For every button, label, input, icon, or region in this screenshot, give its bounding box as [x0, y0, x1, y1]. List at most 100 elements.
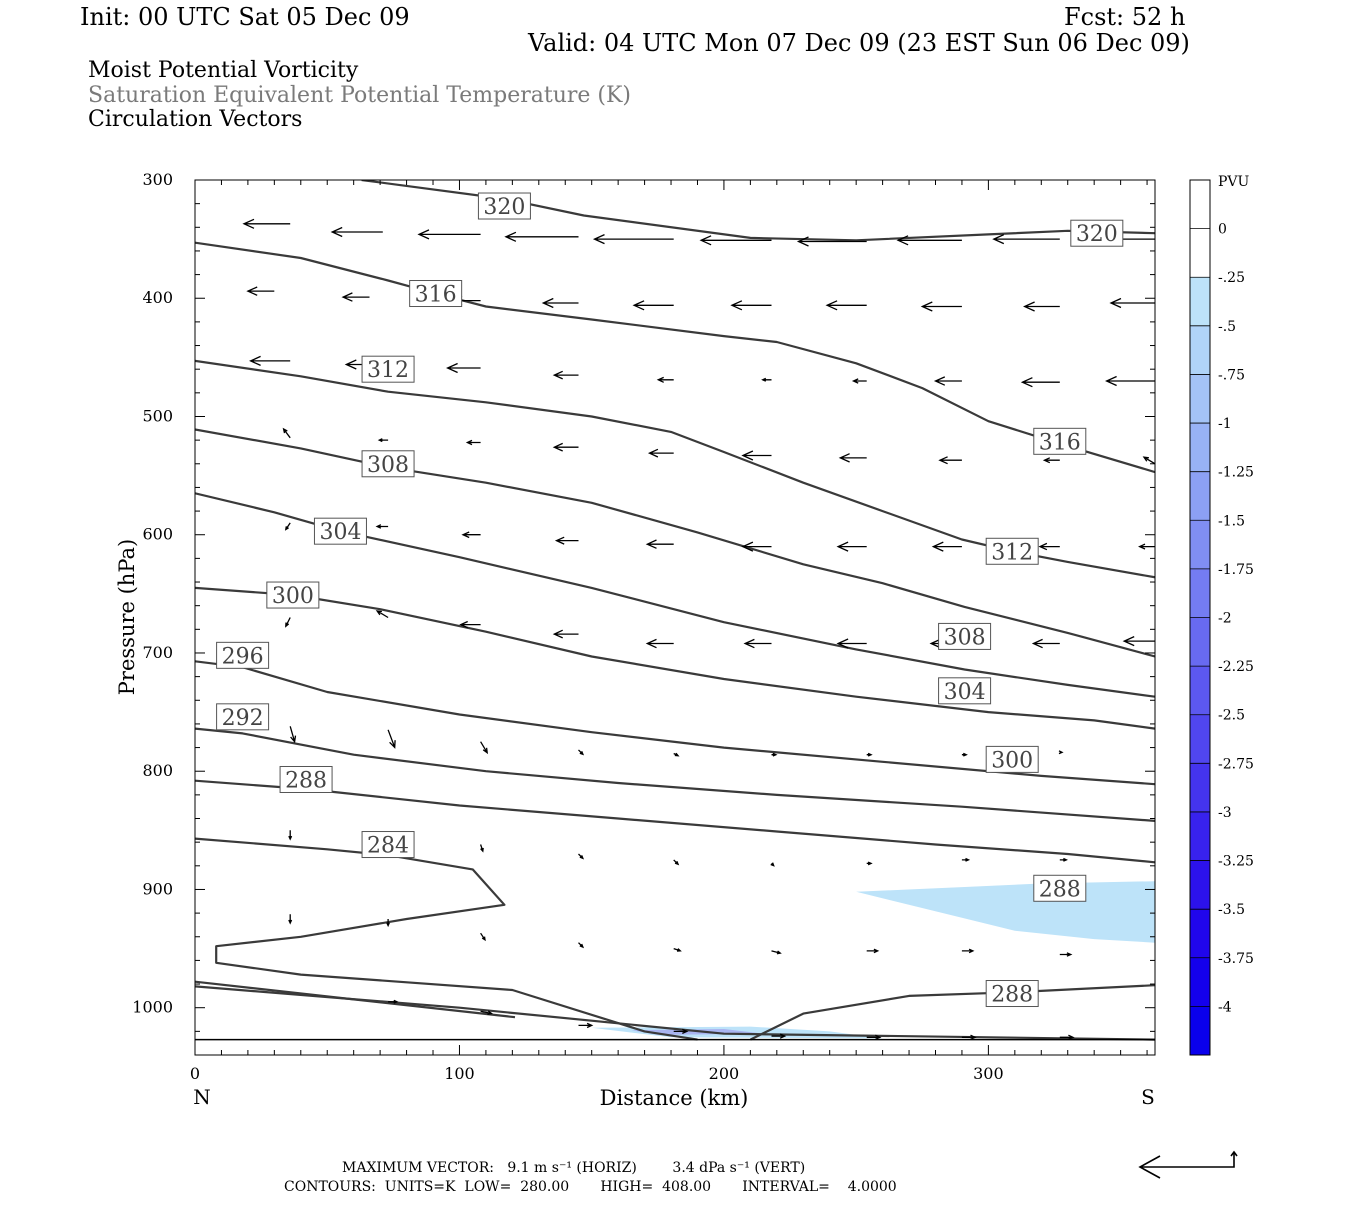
colorbar-tick-label: -2.75 [1218, 756, 1254, 772]
axes: 300 400 500 600 700 800 900 1000 0 100 200 300 [132, 170, 1155, 1083]
circulation-vector [836, 638, 867, 649]
colorbar-tick-label: -3.25 [1218, 854, 1254, 870]
circulation-vector [673, 752, 680, 757]
circulation-vector [578, 749, 585, 756]
reference-vector-tip [1230, 1150, 1238, 1157]
circulation-vector [1058, 750, 1064, 755]
circulation-vector [699, 235, 772, 246]
contour-label-box [313, 517, 367, 545]
circulation-vector [771, 1033, 787, 1039]
contour-label-300: 300 [985, 745, 1039, 773]
circulation-vector [554, 536, 579, 545]
colorbar-tick-label: -3 [1218, 805, 1232, 821]
colorbar-tick-label: -.5 [1218, 319, 1236, 335]
circulation-vector [375, 610, 389, 619]
circulation-vector [465, 439, 481, 446]
contour-line-308-3 [195, 428, 1155, 658]
contour-label-box [1033, 874, 1087, 902]
circulation-vector [461, 531, 481, 539]
colorbar-tick-label: -3.75 [1218, 951, 1254, 967]
colorbar-bin [1190, 568, 1210, 618]
colorbar-tick-label: -1 [1218, 416, 1232, 432]
valid-label: Valid: 04 UTC Mon 07 Dec 09 (23 EST Sun … [527, 29, 1190, 57]
circulation-vector [961, 857, 971, 862]
contour-line-304-4 [195, 492, 1155, 698]
colorbar-bin [1190, 423, 1210, 473]
field-label-mpv: Moist Potential Vorticity [88, 58, 359, 83]
colorbar-bin [1190, 811, 1210, 862]
colorbar-tick-label: -2.5 [1218, 708, 1245, 724]
contour-label-308: 308 [938, 622, 992, 650]
circulation-vector [632, 300, 674, 311]
circulation-vector [446, 362, 481, 374]
field-label-vectors: Circulation Vectors [88, 107, 302, 132]
contour-line-316-1 [195, 241, 1155, 474]
colorbar-tick-label: -.75 [1218, 367, 1245, 383]
contour-label-text: 284 [367, 834, 409, 859]
contour-label-box [938, 622, 992, 650]
contour-label-text: 312 [991, 540, 1033, 565]
contour-label-box [985, 980, 1039, 1008]
colorbar-bin [1190, 957, 1210, 1007]
contour-label-box [409, 280, 463, 308]
colorbar-tick-label: -4 [1218, 999, 1232, 1015]
contour-label-box [279, 765, 333, 793]
circulation-vector [386, 919, 390, 928]
circulation-vector [931, 541, 962, 552]
contour-label-text: 308 [944, 625, 986, 650]
reference-vector-shaft [1140, 1152, 1235, 1168]
y-tick-label: 800 [142, 761, 173, 780]
circulation-vector [741, 541, 772, 552]
circulation-vector [761, 377, 772, 382]
contour-label-300: 300 [266, 581, 320, 609]
y-tick-label: 500 [142, 406, 173, 425]
circulation-vector [282, 427, 291, 439]
circulation-vector [578, 1022, 594, 1029]
circulation-vector [851, 378, 867, 384]
contour-label-box [216, 703, 270, 731]
contour-label-312: 312 [985, 537, 1039, 565]
contour-label-box [266, 581, 320, 609]
circulation-vector [992, 234, 1060, 245]
circulation-vector [504, 231, 579, 242]
contour-label-box [361, 450, 415, 478]
contour-label-box [216, 641, 270, 669]
contour-label-304: 304 [313, 517, 367, 545]
circulation-vector [743, 638, 772, 649]
circulation-vector [1059, 857, 1068, 862]
contour-label-316: 316 [409, 280, 463, 308]
circulation-vector [796, 236, 867, 247]
plot-frame [194, 179, 1156, 1056]
contour-line-292-7 [195, 727, 1155, 822]
colorbar-bin [1190, 325, 1210, 375]
y-tick-label: 700 [142, 643, 173, 662]
circulation-vector [933, 376, 962, 386]
circulation-vector [479, 844, 484, 853]
circulation-vector [1038, 542, 1060, 551]
reference-vector-arrow [1138, 1150, 1238, 1179]
colorbar-bin [1190, 277, 1210, 327]
circulation-vector [920, 301, 962, 312]
colorbar-bin [1190, 617, 1210, 667]
circulation-vector [377, 438, 389, 443]
colorbar-bin [1190, 860, 1210, 910]
contour-label-text: 304 [944, 680, 986, 705]
colorbar-bin [1190, 714, 1210, 764]
circulation-vector [417, 229, 481, 240]
circulation-vector [578, 853, 585, 860]
circulation-vector [1109, 297, 1155, 309]
circulation-vector [375, 524, 389, 529]
x-axis-label: Distance (km) [600, 1086, 749, 1110]
contour-label-box [985, 537, 1039, 565]
circulation-vector [825, 300, 867, 311]
circulation-vector [741, 450, 772, 461]
circulation-vector [388, 999, 399, 1004]
y-tick-label: 1000 [132, 998, 173, 1017]
contour-label-box [938, 677, 992, 705]
circulation-vector [836, 541, 867, 552]
circulation-vector [249, 355, 291, 366]
circulation-vector [552, 442, 579, 452]
circulation-vector [1155, 751, 1159, 754]
colorbar-bin [1190, 1006, 1210, 1056]
